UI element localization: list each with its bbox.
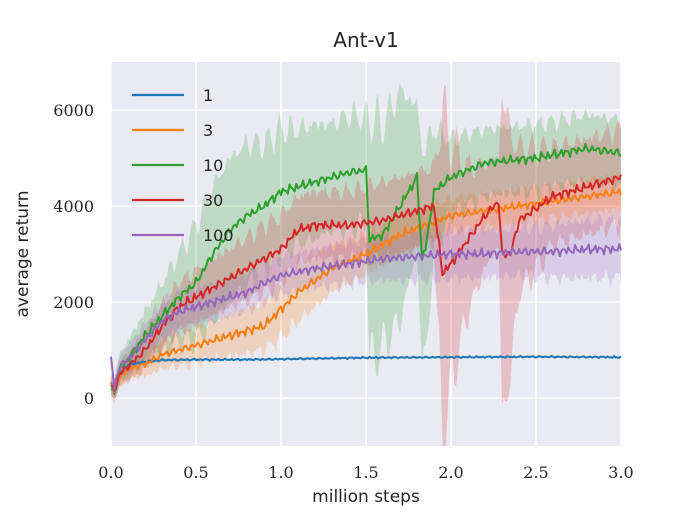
x-tick-label: 1.5: [353, 463, 378, 482]
y-tick-label: 4000: [53, 197, 94, 216]
legend-label-1: 1: [203, 86, 213, 105]
band-series-3: [111, 171, 621, 404]
line-series-30: [110, 174, 622, 392]
line-series-1: [110, 354, 622, 395]
y-tick-label: 0: [84, 389, 94, 408]
chart-title: Ant-v1: [333, 28, 398, 52]
y-tick-labels: 0 2000 4000 6000: [53, 101, 94, 408]
band-series-100: [111, 213, 621, 400]
series-lines: [110, 143, 622, 395]
x-tick-label: 2.5: [523, 463, 548, 482]
legend-label-10: 10: [203, 156, 223, 175]
x-tick-label: 2.0: [438, 463, 463, 482]
legend-label-30: 30: [203, 191, 223, 210]
line-series-100: [110, 243, 622, 391]
legend: 1 3 10 30 100: [132, 86, 234, 245]
grid: [110, 62, 622, 446]
x-tick-label: 0.5: [183, 463, 208, 482]
y-tick-label: 6000: [53, 101, 94, 120]
x-tick-labels: 0.0 0.5 1.0 1.5 2.0 2.5 3.0: [98, 463, 633, 482]
legend-label-100: 100: [203, 226, 234, 245]
x-axis-label: million steps: [312, 487, 420, 507]
y-axis-label: average return: [13, 191, 33, 318]
y-tick-label: 2000: [53, 293, 94, 312]
line-series-3: [110, 188, 622, 394]
x-tick-label: 3.0: [608, 463, 633, 482]
legend-label-3: 3: [203, 121, 213, 140]
x-tick-label: 1.0: [268, 463, 293, 482]
band-series-30: [111, 84, 621, 446]
line-series-10: [110, 143, 621, 391]
x-tick-label: 0.0: [98, 463, 123, 482]
